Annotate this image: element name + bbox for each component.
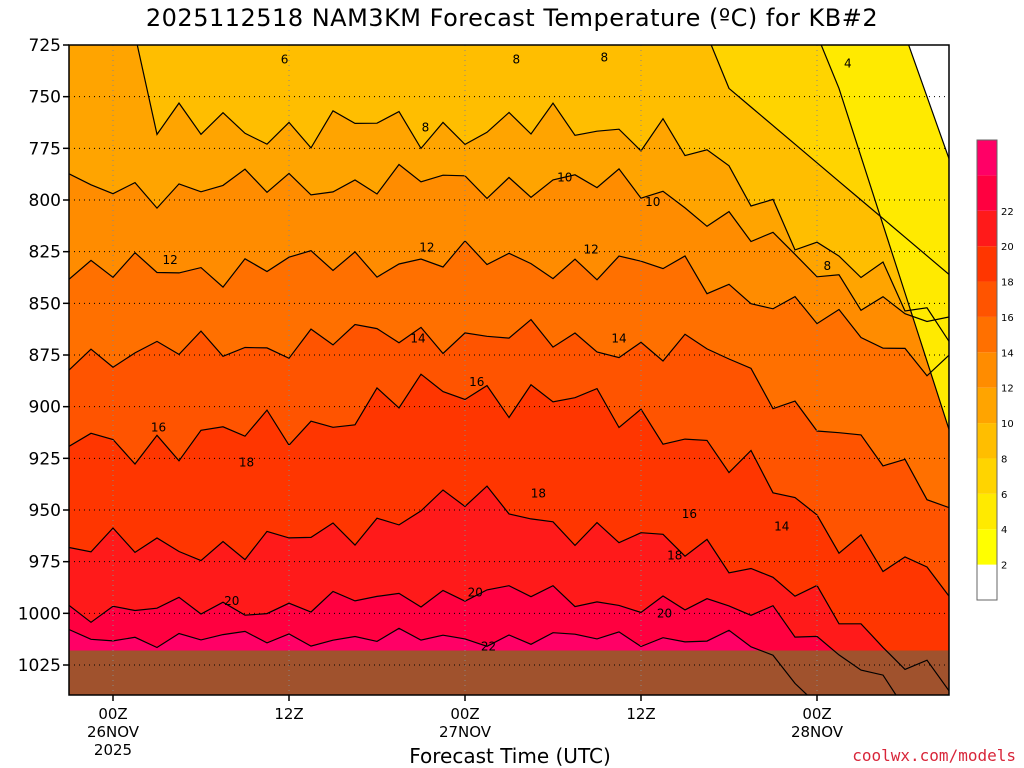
contour-label: 18 — [239, 455, 254, 469]
credit-text: coolwx.com/models — [852, 746, 1016, 765]
colorbar-tick-label: 14 — [1001, 348, 1014, 359]
colorbar-tick-label: 10 — [1001, 419, 1014, 430]
x-tick-label: 26NOV — [87, 723, 140, 741]
contour-label: 16 — [469, 375, 484, 389]
x-tick-label: 00Z — [450, 705, 479, 723]
contour-label: 4 — [844, 57, 852, 71]
y-tick-label: 975 — [29, 553, 61, 573]
y-tick-label: 900 — [29, 398, 61, 418]
y-tick-label: 1000 — [18, 604, 61, 624]
contour-label: 14 — [410, 331, 425, 345]
y-tick-label: 725 — [29, 36, 61, 56]
contour-label: 12 — [163, 253, 178, 267]
contour-lines — [69, 45, 949, 695]
colorbar-tick-label: 8 — [1001, 454, 1007, 465]
colorbar-tick-label: 22 — [1001, 207, 1014, 218]
colorbar-segment — [977, 352, 997, 388]
isotherm-22 — [69, 627, 809, 695]
isotherm-6 — [710, 45, 949, 275]
contour-label: 10 — [645, 195, 660, 209]
y-tick-label: 850 — [29, 294, 61, 314]
contour-label: 20 — [468, 586, 483, 600]
colorbar-segment — [977, 210, 997, 247]
contour-label: 20 — [657, 606, 672, 620]
x-tick-label: 00Z — [802, 705, 831, 723]
y-tick-label: 1025 — [18, 656, 61, 676]
contour-label: 18 — [667, 548, 682, 562]
x-tick-label: 28NOV — [791, 723, 844, 741]
y-tick-label: 950 — [29, 501, 61, 521]
x-tick-label: 00Z — [98, 705, 127, 723]
chart-title: 2025112518 NAM3KM Forecast Temperature (… — [145, 4, 879, 32]
colorbar-segment — [977, 175, 997, 211]
colorbar-tick-label: 6 — [1001, 490, 1007, 501]
y-axis-ticks: 725 750 775 800 825 850 875 900 925 950 975 1000 102… — [18, 36, 69, 676]
band-below-8 — [69, 45, 949, 342]
x-axis-title: Forecast Time (UTC) — [409, 744, 611, 768]
isotherm-14 — [69, 318, 949, 509]
isotherm-10 — [69, 163, 949, 323]
contour-label: 6 — [281, 52, 289, 66]
colorbar-tick-label: 12 — [1001, 384, 1014, 395]
temperature-fill-layer — [69, 45, 949, 695]
colorbar-tick-label: 2 — [1001, 561, 1007, 572]
plot-frame — [68, 44, 950, 696]
contour-label: 8 — [823, 259, 831, 273]
isotherm-20 — [69, 584, 897, 695]
colorbar-segment — [977, 493, 997, 530]
contour-label: 8 — [422, 121, 430, 135]
y-tick-label: 925 — [29, 449, 61, 469]
isotherm-16 — [69, 373, 949, 597]
colorbar-frame — [976, 139, 998, 601]
contour-label: 14 — [611, 331, 626, 345]
colorbar-segment — [977, 316, 997, 353]
colorbar-tick-label: 18 — [1001, 278, 1014, 289]
band-below-4 — [69, 45, 949, 430]
contour-label: 18 — [531, 486, 546, 500]
isotherm-18 — [69, 485, 949, 692]
colorbar-tick-label: 16 — [1001, 313, 1014, 324]
colorbar-segment — [977, 387, 997, 424]
y-tick-label: 775 — [29, 139, 61, 159]
isotherm-8 — [136, 45, 949, 342]
contour-label: 8 — [601, 50, 609, 64]
colorbar-segment — [977, 529, 997, 565]
colorbar: 2 4 6 8 10 12 14 16 18 20 22 — [976, 139, 1014, 601]
colorbar-tick-label: 20 — [1001, 242, 1014, 253]
colorbar-segment — [977, 246, 997, 282]
y-tick-label: 875 — [29, 346, 61, 366]
colorbar-segment — [977, 564, 997, 600]
contour-label: 20 — [224, 594, 239, 608]
contour-label: 16 — [682, 507, 697, 521]
contour-label: 14 — [774, 520, 789, 534]
y-tick-label: 825 — [29, 243, 61, 263]
colorbar-segment — [977, 423, 997, 459]
x-tick-label: 27NOV — [439, 723, 492, 741]
contour-label: 8 — [513, 52, 521, 66]
x-tick-label: 12Z — [274, 705, 303, 723]
contour-labels: 4 6 8 8 8 8 10 10 12 12 12 14 14 14 16 16 16 18 18 18 20 20 20… — [151, 50, 852, 653]
y-tick-label: 750 — [29, 88, 61, 108]
x-tick-label: 12Z — [626, 705, 655, 723]
x-tick-label: 2025 — [94, 741, 132, 759]
contour-label: 12 — [583, 243, 598, 257]
contour-label: 22 — [481, 639, 496, 653]
contour-label: 16 — [151, 420, 166, 434]
y-tick-label: 800 — [29, 191, 61, 211]
isotherm-12 — [69, 239, 949, 377]
contour-label: 12 — [419, 241, 434, 255]
colorbar-segment — [977, 140, 997, 176]
ground-surface — [69, 650, 949, 695]
colorbar-segment — [977, 281, 997, 317]
colorbar-tick-label: 4 — [1001, 525, 1007, 536]
colorbar-segment — [977, 458, 997, 494]
contour-label: 10 — [557, 170, 572, 184]
